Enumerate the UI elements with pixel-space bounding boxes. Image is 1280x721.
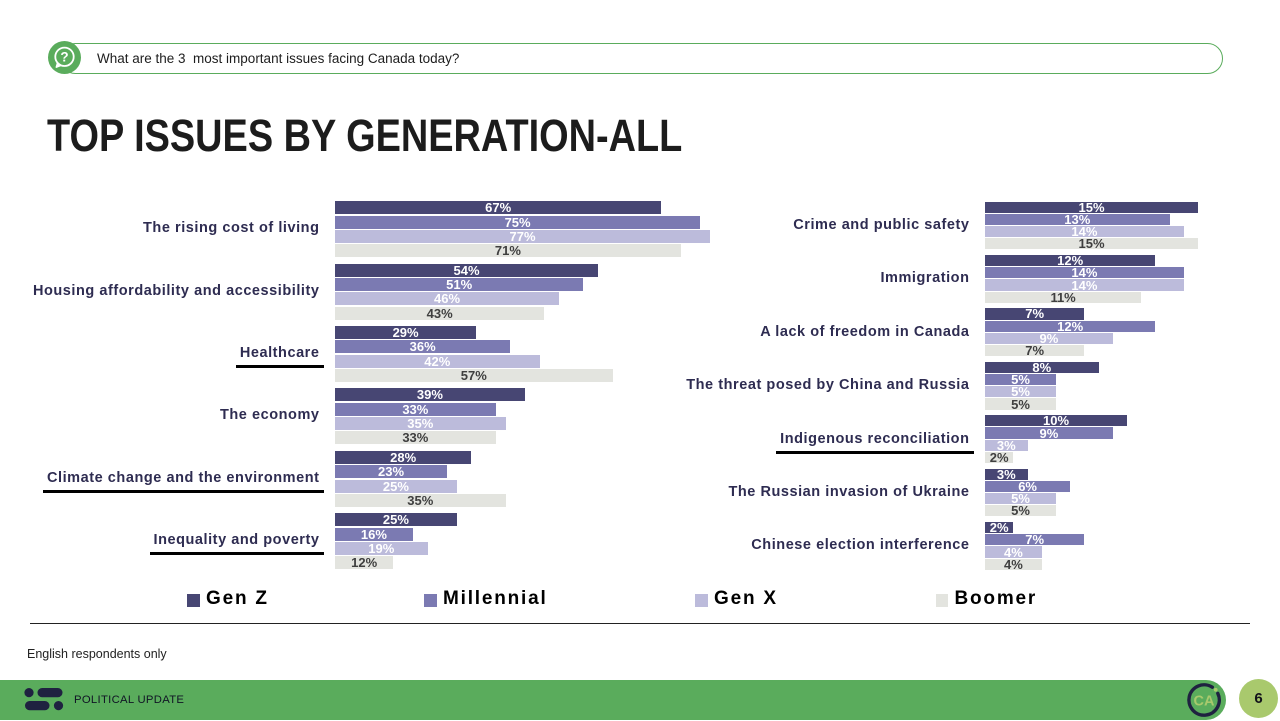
svg-text:CA: CA <box>1194 693 1215 709</box>
svg-text:?: ? <box>60 50 68 65</box>
